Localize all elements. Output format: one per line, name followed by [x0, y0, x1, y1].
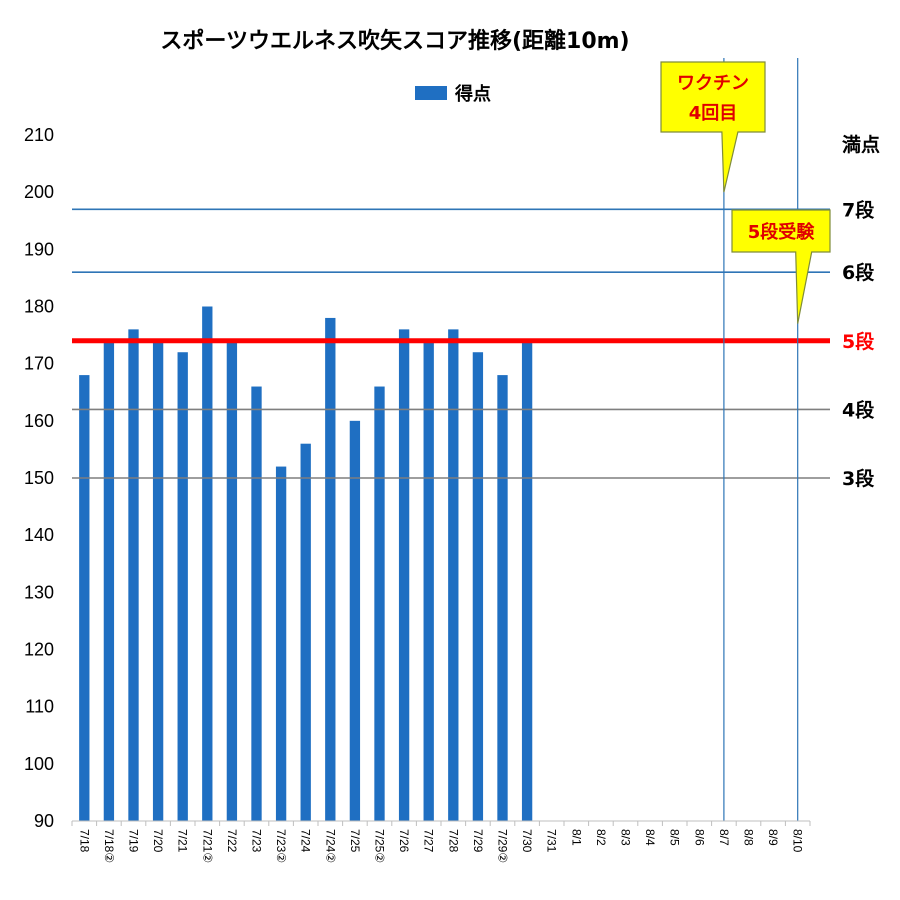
- x-tick-label: 7/23②: [274, 829, 288, 863]
- bar: [275, 466, 287, 821]
- y-tick-label: 170: [24, 354, 54, 374]
- x-tick-label: 8/9: [766, 829, 780, 846]
- reference-label: 7段: [842, 198, 875, 221]
- callout-label: 4回目: [689, 103, 738, 124]
- y-tick-label: 150: [24, 468, 54, 488]
- bar: [226, 340, 238, 821]
- bar: [497, 375, 508, 821]
- x-tick-label: 7/29: [471, 829, 485, 853]
- x-tick-label: 7/26: [397, 829, 411, 853]
- legend-swatch: [415, 86, 447, 100]
- y-tick-label: 210: [24, 125, 54, 145]
- x-tick-label: 8/6: [692, 829, 706, 846]
- x-tick-label: 7/18: [77, 829, 91, 853]
- x-tick-label: 7/30: [520, 829, 534, 853]
- reference-label: 5段: [842, 330, 875, 353]
- bar: [202, 306, 213, 821]
- bar: [79, 375, 90, 821]
- y-tick-label: 160: [24, 411, 54, 431]
- bar: [177, 352, 188, 821]
- x-tick-label: 8/5: [668, 829, 682, 846]
- y-tick-label: 140: [24, 525, 54, 545]
- bar: [300, 443, 311, 821]
- y-tick-label: 90: [34, 811, 54, 831]
- x-tick-label: 8/10: [791, 829, 805, 853]
- x-tick-label: 8/1: [569, 829, 583, 846]
- x-tick-label: 8/8: [742, 829, 756, 846]
- x-tick-label: 7/21: [176, 829, 190, 853]
- y-tick-label: 190: [24, 239, 54, 259]
- reference-lines: [72, 208, 830, 479]
- bar: [349, 420, 361, 821]
- x-tick-label: 7/31: [545, 829, 559, 853]
- y-tick-label: 100: [24, 754, 54, 774]
- x-tick-label: 8/2: [594, 829, 608, 846]
- x-tick-label: 7/29②: [496, 829, 510, 863]
- y-tick-label: 200: [24, 182, 54, 202]
- reference-label: 4段: [842, 398, 875, 421]
- x-axis-ticks: 7/18 7/18② 7/19 7/20 7/21 7/21② 7/22 7/23 7/23② 7…: [77, 829, 804, 863]
- x-axis: [71, 820, 811, 826]
- event-lines: [723, 58, 799, 821]
- reference-label: 6段: [842, 261, 875, 284]
- bar: [472, 352, 484, 821]
- bar: [325, 317, 336, 821]
- bars: [79, 306, 533, 821]
- x-tick-label: 7/27: [422, 829, 436, 853]
- x-tick-label: 7/23: [250, 829, 264, 853]
- reference-label: 満点: [842, 134, 880, 156]
- bar: [374, 386, 385, 821]
- y-tick-label: 130: [24, 582, 54, 602]
- y-axis-ticks: 90 100 110 120 130 140 150 160 170 180 190 200 210: [24, 125, 54, 831]
- callout-label: ワクチン: [677, 73, 749, 94]
- callout-box: [660, 61, 766, 193]
- legend: 得点: [415, 83, 491, 105]
- reference-labels: 満点 7段 6段 5段 4段 3段: [842, 134, 880, 490]
- bar: [398, 329, 410, 821]
- bar: [521, 340, 533, 821]
- x-tick-label: 7/19: [127, 829, 141, 853]
- x-tick-label: 7/18②: [102, 829, 116, 863]
- y-tick-label: 180: [24, 297, 54, 317]
- x-tick-label: 7/24: [299, 829, 313, 853]
- x-tick-label: 8/7: [717, 829, 731, 846]
- callout-box: [731, 209, 831, 324]
- reference-label: 3段: [842, 467, 875, 490]
- x-tick-label: 8/3: [619, 829, 633, 846]
- legend-label: 得点: [454, 83, 491, 105]
- x-tick-label: 7/21②: [200, 829, 214, 863]
- chart-title: スポーツウエルネス吹矢スコア推移(距離10m): [160, 28, 629, 54]
- bar: [103, 340, 115, 821]
- callouts: ワクチン 4回目 5段受験: [660, 61, 831, 324]
- x-tick-label: 7/24②: [323, 829, 337, 863]
- bar: [152, 340, 164, 821]
- bar: [128, 329, 139, 821]
- callout-label: 5段受験: [748, 221, 816, 243]
- x-tick-label: 7/20: [151, 829, 165, 853]
- x-tick-label: 7/25②: [373, 829, 387, 863]
- x-tick-label: 8/4: [643, 829, 657, 846]
- x-tick-label: 7/22: [225, 829, 239, 853]
- x-tick-label: 7/25: [348, 829, 362, 853]
- y-tick-label: 110: [25, 697, 54, 717]
- y-tick-label: 120: [24, 640, 54, 660]
- bar: [251, 386, 262, 821]
- x-tick-label: 7/28: [446, 829, 460, 853]
- bar: [448, 329, 459, 821]
- bar: [423, 340, 434, 821]
